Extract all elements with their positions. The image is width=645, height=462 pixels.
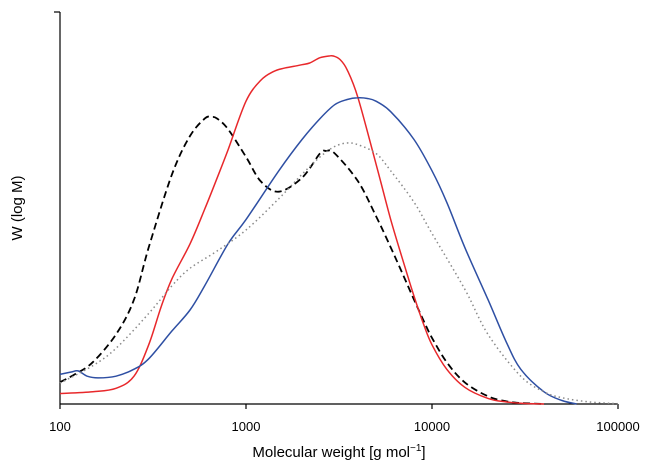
- series-line-4-dotted: [59, 142, 619, 405]
- series-line-3-solid: [59, 96, 577, 405]
- x-axis-title: Molecular weight [g mol−1]: [252, 443, 425, 461]
- x-tick-label: 100: [49, 419, 71, 434]
- y-axis-title: W (log M): [9, 176, 26, 241]
- series-layer: [59, 54, 619, 405]
- series-line-2-solid: [59, 54, 545, 405]
- x-tick-label: 100000: [596, 419, 639, 434]
- x-tick-label: 1000: [232, 419, 261, 434]
- x-axis-title-tail: ]: [421, 444, 425, 461]
- x-axis-title-main: Molecular weight [g mol: [252, 444, 410, 461]
- x-axis: 100 1000 10000 100000: [49, 403, 640, 434]
- x-tick-label: 10000: [414, 419, 450, 434]
- series-line-1-dashed: [59, 115, 545, 405]
- x-axis-title-superscript: −1: [410, 443, 422, 454]
- y-axis: [54, 11, 61, 404]
- x-axis-ticks: 100 1000 10000 100000: [49, 404, 640, 434]
